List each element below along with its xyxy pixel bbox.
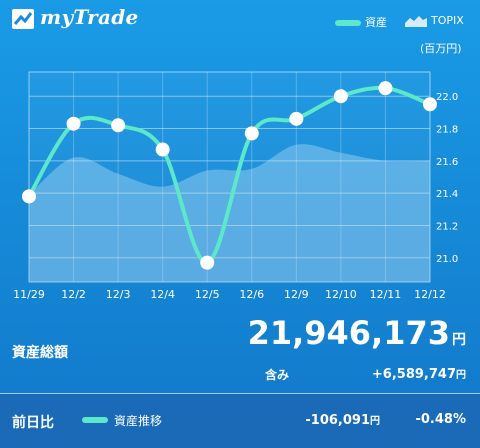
y-tick-label: 22.0 — [436, 92, 458, 103]
daily-change-percent: -0.48% — [415, 412, 466, 427]
total-unit: 円 — [452, 332, 466, 348]
y-tick-label: 21.2 — [436, 221, 458, 232]
gain-unit: 円 — [456, 370, 466, 381]
y-tick-label: 21.0 — [436, 254, 458, 265]
asset-chart[interactable]: 21.0 21.2 21.4 21.6 21.8 22.0 11/29 12/2 12/3 12/… — [0, 0, 480, 310]
asset-point — [289, 111, 304, 126]
legend-topix[interactable]: TOPIX — [405, 14, 464, 27]
daily-change-unit: 円 — [370, 416, 380, 427]
legend-asset-label: 資産 — [365, 16, 387, 29]
daily-change-label: 前日比 — [12, 415, 54, 431]
x-tick-label: 12/12 — [414, 288, 446, 301]
x-tick-label: 12/6 — [239, 288, 264, 301]
x-tick-label: 12/3 — [106, 288, 131, 301]
y-tick-label: 21.8 — [436, 125, 458, 136]
legend-asset[interactable]: 資産 — [335, 14, 387, 30]
unit-label: (百万円) — [420, 42, 462, 55]
asset-point — [200, 255, 215, 270]
x-tick-label: 12/9 — [284, 288, 309, 301]
topix-area-swatch-icon — [405, 16, 427, 27]
asset-point — [423, 97, 437, 112]
asset-point — [22, 189, 36, 204]
y-tick-label: 21.4 — [436, 189, 458, 200]
total-amount: 21,946,173 — [247, 314, 450, 352]
asset-trend-label: 資産推移 — [114, 414, 163, 428]
total-assets-value: 21,946,173 円 — [248, 314, 466, 352]
daily-change-percent-unit: % — [452, 412, 466, 427]
daily-change-bar: 前日比 資産推移 -106,091円 -0.48% — [0, 394, 480, 448]
logo-icon — [12, 9, 34, 29]
asset-line — [27, 85, 432, 265]
asset-trend-swatch-icon — [82, 417, 108, 423]
x-tick-label: 11/29 — [13, 288, 45, 301]
daily-change-percent-text: -0.48 — [415, 412, 453, 427]
asset-point — [111, 118, 126, 133]
app-name: myTrade — [40, 5, 139, 29]
header: myTrade 資産 TOPIX — [0, 0, 480, 40]
daily-change-amount: -106,091円 — [305, 412, 380, 428]
legend-topix-label: TOPIX — [431, 14, 464, 27]
x-tick-label: 12/10 — [325, 288, 357, 301]
gain-amount: +6,589,747 — [371, 367, 456, 382]
divider — [0, 393, 480, 394]
unrealized-gain-label: 含み — [265, 368, 290, 382]
total-assets-label: 資産総額 — [12, 345, 68, 361]
asset-line-swatch-icon — [335, 20, 361, 26]
asset-point — [378, 81, 393, 96]
y-tick-label: 21.6 — [436, 157, 458, 168]
asset-point — [66, 116, 81, 131]
plot-frame — [28, 71, 431, 283]
daily-change-amount-text: -106,091 — [305, 413, 370, 428]
x-tick-label: 12/4 — [150, 288, 175, 301]
asset-point — [333, 89, 348, 104]
x-tick-label: 12/2 — [61, 288, 86, 301]
unrealized-gain-value: +6,589,747円 — [372, 366, 466, 382]
asset-point — [244, 126, 259, 141]
x-tick-label: 12/11 — [370, 288, 402, 301]
asset-point — [155, 142, 170, 157]
x-tick-label: 12/5 — [195, 288, 220, 301]
